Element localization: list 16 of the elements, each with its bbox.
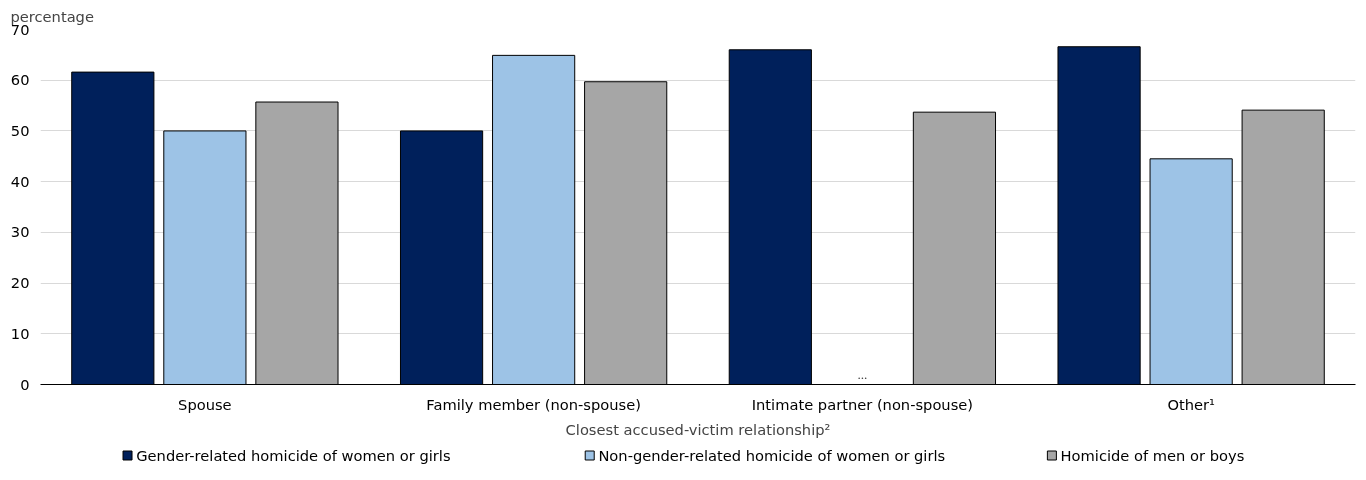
y-tick-label: 50 bbox=[10, 121, 30, 139]
legend-label: Gender-related homicide of women or girls bbox=[136, 447, 451, 464]
legend-label: Non-gender-related homicide of women or girls bbox=[598, 447, 946, 464]
x-axis-title: Closest accused-victim relationship² bbox=[565, 420, 831, 438]
text: ... bbox=[857, 366, 868, 382]
x-tick-label: Other¹ bbox=[1167, 395, 1215, 413]
y-tick-label: 40 bbox=[10, 172, 30, 190]
y-tick-label: 0 bbox=[20, 375, 30, 393]
y-tick-label: 20 bbox=[10, 274, 30, 292]
y-tick-label: 60 bbox=[10, 71, 30, 89]
y-tick-label: 10 bbox=[10, 324, 30, 342]
legend-label: Homicide of men or boys bbox=[1060, 447, 1245, 464]
x-tick-label: Family member (non-spouse) bbox=[426, 395, 641, 413]
x-tick-label: Intimate partner (non-spouse) bbox=[751, 395, 974, 413]
x-tick-label: Spouse bbox=[178, 395, 232, 413]
y-tick-label: 30 bbox=[10, 223, 30, 241]
